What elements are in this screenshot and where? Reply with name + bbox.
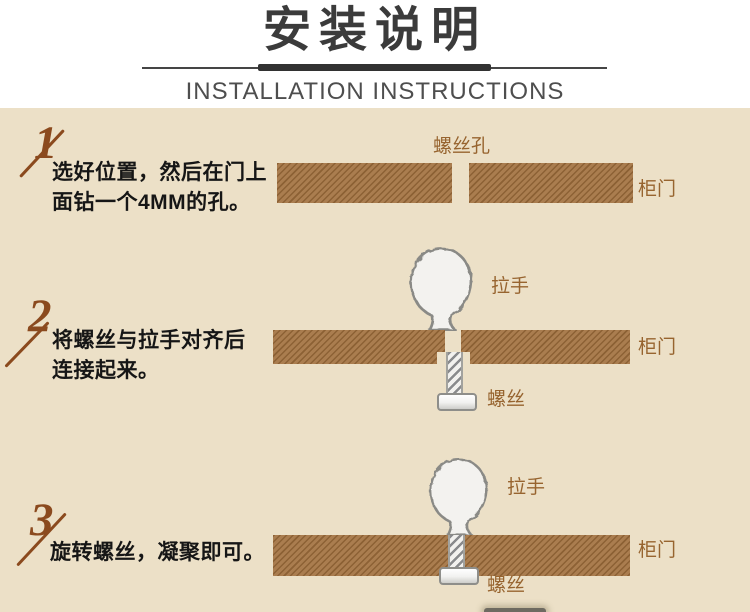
step-1-instruction-line: 面钻一个4MM的孔。 [52, 191, 251, 214]
step-2-slash-stroke [4, 321, 50, 368]
screw-shaft-icon [446, 352, 463, 395]
cabinet-door-label: 柜门 [638, 540, 677, 561]
handle-label: 拉手 [507, 477, 546, 498]
page-title: 安装说明 [262, 4, 487, 57]
next-section-image-edge [484, 608, 546, 612]
screw-label: 螺丝 [487, 575, 526, 596]
header: 安装说明 INSTALLATION INSTRUCTIONS [0, 0, 750, 108]
screw-head-icon [439, 567, 479, 585]
cabinet-door-board-left [273, 330, 445, 364]
page-subtitle: INSTALLATION INSTRUCTIONS [185, 78, 565, 105]
step-3-instruction: 旋转螺丝，凝聚即可。 [50, 538, 310, 568]
screw-label: 螺丝 [487, 389, 526, 410]
screw-hole-label: 螺丝孔 [433, 136, 491, 157]
cabinet-door-board-right [461, 330, 630, 364]
cabinet-door-label: 柜门 [638, 337, 677, 358]
screw-shaft-icon [448, 535, 465, 569]
screw-head-icon [437, 393, 477, 411]
cabinet-door-board-right [469, 163, 633, 203]
cabinet-door-label: 柜门 [638, 179, 677, 200]
title-divider-bar [258, 64, 491, 71]
step-3-instruction-line: 旋转螺丝，凝聚即可。 [50, 541, 265, 564]
handle-knob-icon [429, 457, 488, 536]
counterbore-notch [437, 352, 445, 364]
counterbore-notch [461, 352, 470, 364]
handle-label: 拉手 [491, 276, 530, 297]
step-2-instruction-line: 将螺丝与拉手对齐后 [52, 329, 246, 352]
cabinet-door-board-left [277, 163, 452, 203]
step-1-instruction-line: 选好位置，然后在门上 [52, 161, 267, 184]
step-2-instruction-line: 连接起来。 [52, 359, 160, 382]
step-2-number: 2 [28, 290, 52, 342]
handle-knob-icon [409, 247, 473, 331]
step-1-instruction: 选好位置，然后在门上 面钻一个4MM的孔。 [52, 158, 280, 218]
step-2-instruction: 将螺丝与拉手对齐后 连接起来。 [52, 326, 257, 386]
